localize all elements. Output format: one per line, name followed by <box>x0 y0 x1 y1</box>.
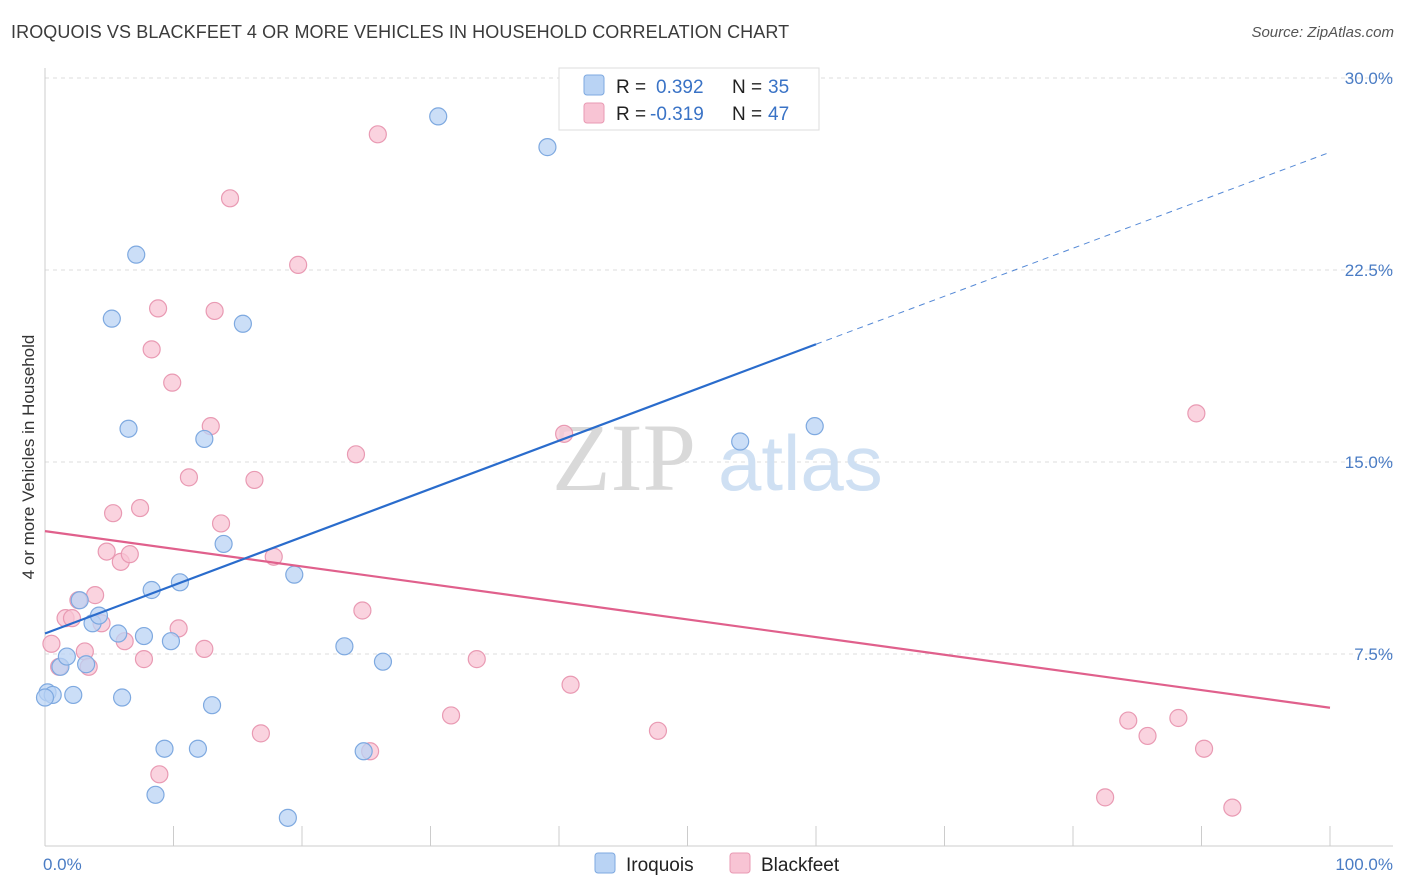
iroquois-point-23 <box>214 534 233 554</box>
blackfeet-point-13 <box>120 545 139 564</box>
iroquois-point-34 <box>35 688 55 707</box>
blackfeet-point-34 <box>368 125 387 144</box>
blackfeet-point-41 <box>1119 711 1138 730</box>
iroquois-point-29 <box>373 652 393 671</box>
x-tick-label-1: 100.0% <box>1335 855 1393 874</box>
legend-r-label-blackfeet: R = <box>616 104 646 125</box>
y-tick-label-2: 22.5% <box>1345 261 1393 280</box>
blackfeet-point-36 <box>467 650 486 669</box>
blackfeet-point-31 <box>346 445 366 464</box>
blackfeet-point-45 <box>1194 739 1214 758</box>
blackfeet-point-0 <box>42 634 61 653</box>
blackfeet-point-38 <box>561 675 580 694</box>
blackfeet-point-21 <box>179 468 199 487</box>
trend-lines <box>44 151 1331 709</box>
blackfeet-point-24 <box>205 301 224 321</box>
blackfeet-point-35 <box>441 706 461 725</box>
legend-r-value-iroquois: 0.392 <box>656 77 704 98</box>
y-tick-label-1: 15.0% <box>1345 453 1393 472</box>
blackfeet-point-26 <box>220 189 240 208</box>
blackfeet-point-14 <box>130 498 150 518</box>
grid-lines <box>45 77 1393 655</box>
watermark-zip: ZIP <box>552 404 696 511</box>
iroquois-point-21 <box>195 429 214 449</box>
iroquois-point-16 <box>146 785 165 804</box>
iroquois-point-32 <box>731 432 750 451</box>
blackfeet-point-25 <box>211 514 231 533</box>
legend-swatch-iroquois <box>583 74 605 96</box>
legend-n-value-blackfeet: 47 <box>768 104 789 125</box>
legend-n-label-iroquois: N = <box>732 77 762 98</box>
iroquois-points <box>35 107 824 827</box>
iroquois-point-20 <box>188 739 208 758</box>
watermark-atlas: atlas <box>718 419 883 507</box>
y-axis-title: 4 or more Vehicles in Household <box>19 335 38 580</box>
iroquois-point-4 <box>64 685 83 705</box>
iroquois-point-13 <box>127 245 146 264</box>
blackfeet-point-32 <box>353 601 372 620</box>
blackfeet-point-46 <box>1223 798 1242 817</box>
iroquois-point-14 <box>134 626 154 646</box>
stats-legend: R = 0.392 N = 35 R = -0.319 N = 47 <box>558 67 820 131</box>
x-axis-ticks <box>44 826 1331 846</box>
series-legend-label-iroquois: Iroquois <box>626 855 694 876</box>
blackfeet-point-22 <box>195 639 214 658</box>
blackfeet-point-30 <box>289 255 308 274</box>
y-tick-labels: 7.5% 15.0% 22.5% 30.0% <box>1345 69 1393 664</box>
blackfeet-point-43 <box>1169 708 1188 728</box>
series-legend: Iroquois Blackfeet <box>594 852 840 876</box>
iroquois-trend-extension <box>815 151 1331 345</box>
series-legend-swatch-iroquois <box>594 852 616 874</box>
iroquois-point-6 <box>77 655 96 674</box>
y-tick-label-0: 7.5% <box>1354 645 1393 664</box>
blackfeet-point-10 <box>104 504 123 523</box>
x-tick-labels: 0.0% 100.0% <box>43 855 1393 874</box>
blackfeet-point-18 <box>150 765 169 784</box>
iroquois-point-27 <box>335 637 354 656</box>
series-legend-swatch-blackfeet <box>729 852 751 874</box>
blackfeet-point-7 <box>86 586 105 605</box>
iroquois-point-18 <box>161 632 181 651</box>
chart-source: Source: ZipAtlas.com <box>1251 24 1394 41</box>
iroquois-point-22 <box>202 696 222 715</box>
x-tick-label-0: 0.0% <box>43 855 82 874</box>
blackfeet-point-44 <box>1187 404 1206 423</box>
legend-swatch-blackfeet <box>583 102 605 124</box>
y-tick-label-3: 30.0% <box>1345 69 1393 88</box>
iroquois-point-30 <box>429 107 448 126</box>
iroquois-point-10 <box>109 624 128 643</box>
iroquois-point-9 <box>102 309 121 328</box>
blackfeet-point-42 <box>1138 726 1157 746</box>
blackfeet-point-19 <box>163 373 182 392</box>
blackfeet-point-28 <box>251 724 270 743</box>
blackfeet-point-40 <box>1096 788 1115 807</box>
watermark: ZIP atlas <box>552 404 883 511</box>
blackfeet-point-9 <box>97 542 116 561</box>
series-legend-label-blackfeet: Blackfeet <box>761 855 840 876</box>
blackfeet-point-39 <box>648 721 668 740</box>
iroquois-point-24 <box>233 314 252 333</box>
blackfeet-point-17 <box>148 299 168 318</box>
chart-title: IROQUOIS VS BLACKFEET 4 OR MORE VEHICLES… <box>11 22 790 42</box>
iroquois-point-25 <box>278 808 297 827</box>
iroquois-point-5 <box>70 591 89 610</box>
iroquois-point-28 <box>354 742 373 761</box>
blackfeet-point-15 <box>134 650 154 669</box>
blackfeet-point-27 <box>245 470 264 490</box>
iroquois-point-17 <box>155 739 174 758</box>
legend-n-label-blackfeet: N = <box>732 104 762 125</box>
iroquois-point-11 <box>112 688 132 707</box>
legend-r-value-blackfeet: -0.319 <box>650 104 704 125</box>
iroquois-point-33 <box>805 417 824 436</box>
iroquois-point-31 <box>538 138 557 157</box>
iroquois-point-26 <box>285 565 304 584</box>
iroquois-trend-line <box>44 343 817 635</box>
legend-n-value-iroquois: 35 <box>768 77 789 98</box>
iroquois-point-3 <box>57 647 76 666</box>
blackfeet-trend-line <box>44 530 1331 709</box>
legend-r-label-iroquois: R = <box>616 77 646 98</box>
blackfeet-point-16 <box>142 340 161 359</box>
iroquois-point-12 <box>119 419 138 438</box>
